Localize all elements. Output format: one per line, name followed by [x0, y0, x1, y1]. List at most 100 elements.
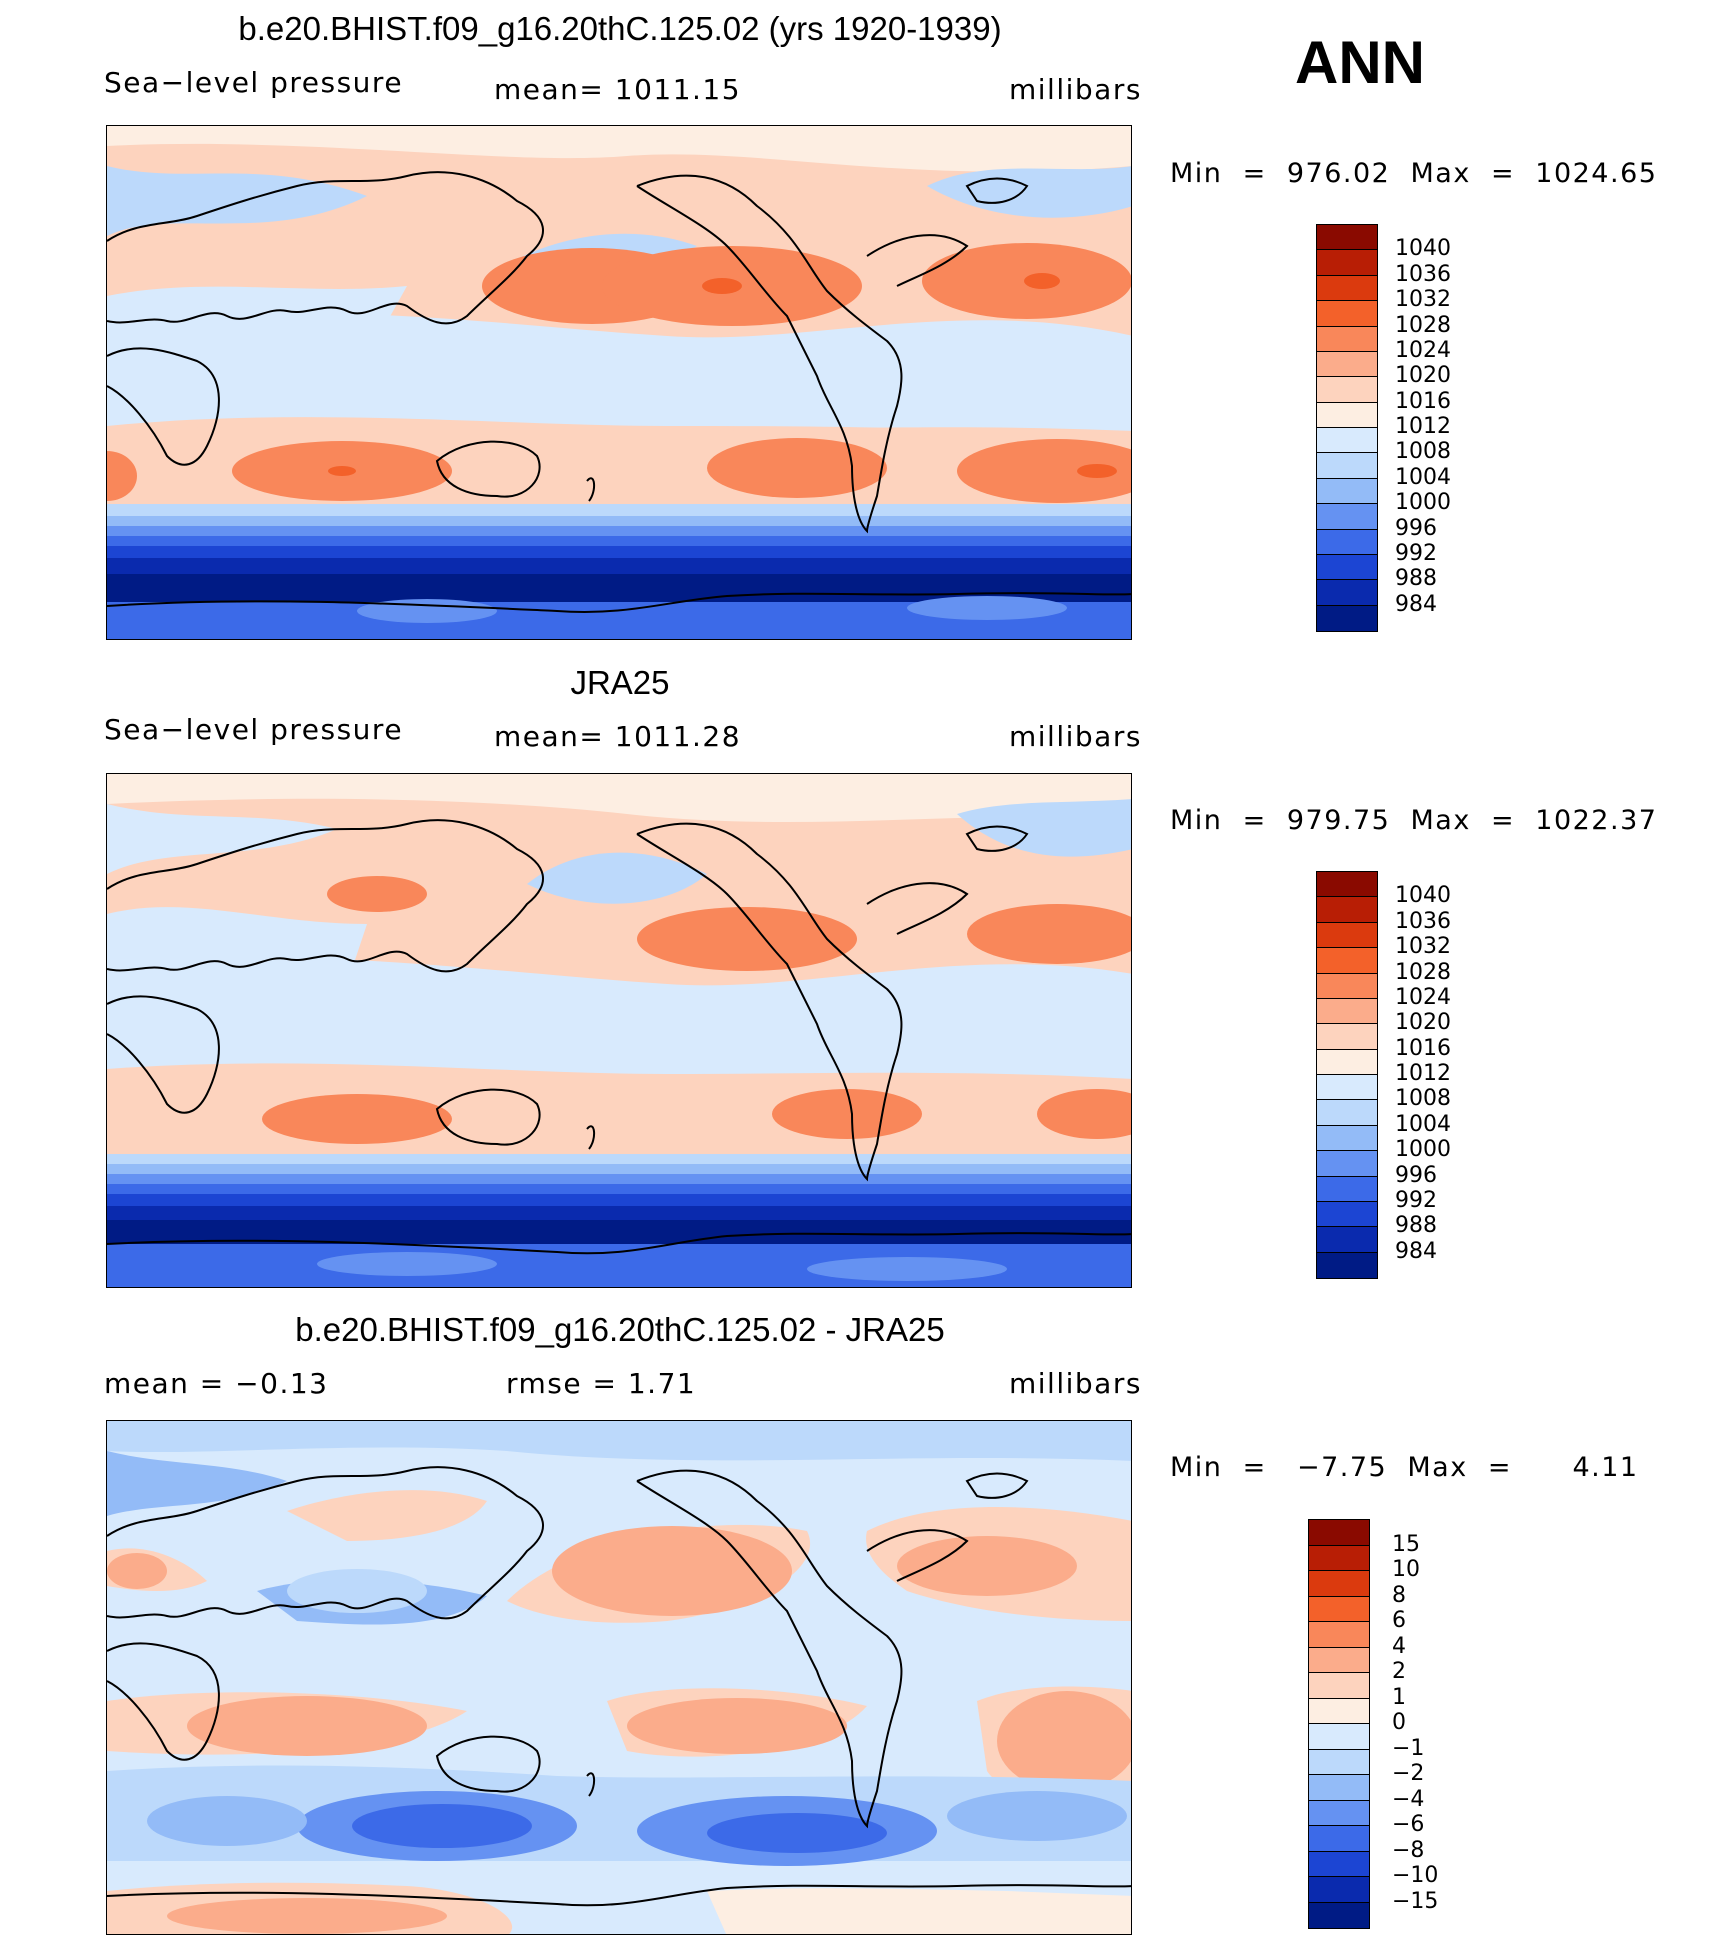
panel-3-colorbar-labels: 15 10 8 6 4 2 1 0 −1 −2 −4 −6 −8 −10 −15	[1392, 1519, 1472, 1929]
colorbar-tick-label: 1020	[1395, 1010, 1451, 1036]
panel-1-units-label: millibars	[1009, 73, 1142, 106]
colorbar-swatch	[1317, 554, 1377, 581]
panel-2-units-label: millibars	[1009, 720, 1142, 753]
colorbar-swatch	[1317, 301, 1377, 327]
colorbar-swatch	[1309, 1596, 1369, 1622]
panel-1-mean-label: mean= 1011.15	[494, 73, 742, 106]
colorbar-tick-label: 8	[1392, 1582, 1406, 1608]
colorbar-tick-label: 6	[1392, 1608, 1406, 1633]
colorbar-tick-label: 2	[1392, 1659, 1406, 1684]
colorbar-swatch	[1317, 1252, 1377, 1278]
colorbar-tick-label: 1004	[1395, 1111, 1451, 1137]
panel-1-map	[106, 125, 1132, 640]
colorbar-tick-label: 10	[1392, 1557, 1420, 1582]
colorbar-tick-label: −1	[1392, 1735, 1425, 1761]
panel-3-rmse-label: rmse = 1.71	[506, 1367, 697, 1400]
panel-2-colorbar	[1316, 871, 1378, 1279]
colorbar-tick-label: −4	[1392, 1786, 1425, 1812]
colorbar-swatch	[1317, 377, 1377, 403]
colorbar-swatch	[1317, 1151, 1377, 1177]
colorbar-tick-label: 996	[1395, 1162, 1437, 1188]
panel-2-map	[106, 773, 1132, 1288]
panel-3-colorbar	[1308, 1519, 1370, 1929]
panel-3-title: b.e20.BHIST.f09_g16.20thC.125.02 - JRA25	[295, 1311, 945, 1348]
colorbar-swatch	[1317, 1049, 1377, 1075]
colorbar-swatch	[1309, 1571, 1369, 1597]
colorbar-tick-label: 1036	[1395, 908, 1451, 934]
colorbar-tick-label: −15	[1392, 1888, 1439, 1914]
colorbar-swatch	[1317, 1100, 1377, 1126]
colorbar-swatch	[1309, 1520, 1369, 1546]
colorbar-tick-label: 0	[1392, 1710, 1406, 1735]
panel-1-title: b.e20.BHIST.f09_g16.20thC.125.02 (yrs 19…	[238, 10, 1002, 47]
colorbar-tick-label: 1004	[1395, 464, 1451, 490]
colorbar-swatch	[1309, 1851, 1369, 1877]
colorbar-swatch	[1317, 478, 1377, 505]
colorbar-swatch	[1317, 1125, 1377, 1152]
panel-1-colorbar	[1316, 224, 1378, 632]
colorbar-tick-label: 1020	[1395, 363, 1451, 389]
colorbar-tick-label: 992	[1395, 540, 1437, 566]
panel-3-minmax: Min = −7.75 Max = 4.11	[1170, 1452, 1639, 1483]
colorbar-tick-label: 984	[1395, 1238, 1437, 1264]
colorbar-swatch	[1309, 1902, 1369, 1928]
colorbar-swatch	[1317, 948, 1377, 974]
colorbar-swatch	[1317, 1201, 1377, 1228]
colorbar-swatch	[1317, 504, 1377, 530]
colorbar-tick-label: 988	[1395, 566, 1437, 592]
colorbar-tick-label: 1008	[1395, 1086, 1451, 1112]
colorbar-tick-label: 1008	[1395, 439, 1451, 465]
colorbar-swatch	[1317, 998, 1377, 1025]
colorbar-swatch	[1317, 351, 1377, 378]
panel-2-colorbar-labels: 1040 1036 1032 1028 1024 1020 1016 1012 1008 1004…	[1395, 871, 1475, 1279]
colorbar-swatch	[1309, 1749, 1369, 1775]
colorbar-swatch	[1317, 872, 1377, 898]
colorbar-tick-label: 1000	[1395, 1137, 1451, 1163]
panel-2-minmax: Min = 979.75 Max = 1022.37	[1170, 805, 1658, 836]
colorbar-tick-label: 1024	[1395, 337, 1451, 363]
panel-2-mean-label: mean= 1011.28	[494, 720, 742, 753]
panel-1-colorbar-labels: 1040 1036 1032 1028 1024 1020 1016 1012 1008 1004…	[1395, 224, 1475, 632]
colorbar-tick-label: 1	[1392, 1684, 1406, 1710]
colorbar-tick-label: −2	[1392, 1761, 1425, 1786]
colorbar-swatch	[1309, 1775, 1369, 1801]
colorbar-tick-label: 1040	[1395, 236, 1451, 262]
colorbar-swatch	[1317, 402, 1377, 428]
colorbar-swatch	[1317, 529, 1377, 555]
colorbar-tick-label: 1016	[1395, 388, 1451, 414]
panel-2-contour-field	[107, 774, 1131, 1287]
colorbar-tick-label: 992	[1395, 1187, 1437, 1213]
colorbar-tick-label: 1032	[1395, 287, 1451, 313]
colorbar-tick-label: 1000	[1395, 490, 1451, 516]
panel-1-variable-label: Sea−level pressure	[104, 66, 404, 99]
colorbar-tick-label: 1012	[1395, 1061, 1451, 1086]
colorbar-tick-label: 996	[1395, 515, 1437, 541]
colorbar-swatch	[1317, 973, 1377, 999]
colorbar-tick-label: 1036	[1395, 261, 1451, 287]
colorbar-tick-label: −6	[1392, 1812, 1425, 1837]
colorbar-swatch	[1317, 1024, 1377, 1050]
panel-3-units-label: millibars	[1009, 1367, 1142, 1400]
colorbar-swatch	[1317, 922, 1377, 949]
panel-3-contour-field	[107, 1421, 1131, 1934]
colorbar-swatch	[1317, 453, 1377, 479]
colorbar-tick-label: 984	[1395, 591, 1437, 617]
colorbar-swatch	[1317, 605, 1377, 631]
colorbar-tick-label: 1024	[1395, 984, 1451, 1010]
panel-3-map	[106, 1420, 1132, 1935]
season-label: ANN	[1295, 29, 1425, 96]
colorbar-tick-label: −10	[1392, 1863, 1439, 1888]
colorbar-swatch	[1317, 428, 1377, 454]
colorbar-tick-label: 1028	[1395, 959, 1451, 985]
colorbar-swatch	[1317, 580, 1377, 606]
colorbar-swatch	[1317, 897, 1377, 923]
colorbar-tick-label: 1040	[1395, 883, 1451, 909]
colorbar-swatch	[1309, 1877, 1369, 1903]
colorbar-tick-label: 4	[1392, 1633, 1406, 1659]
colorbar-swatch	[1317, 250, 1377, 276]
colorbar-tick-label: −8	[1392, 1837, 1425, 1863]
colorbar-swatch	[1317, 1227, 1377, 1253]
panel-1-minmax: Min = 976.02 Max = 1024.65	[1170, 158, 1658, 189]
colorbar-tick-label: 1028	[1395, 312, 1451, 338]
colorbar-swatch	[1317, 1075, 1377, 1101]
